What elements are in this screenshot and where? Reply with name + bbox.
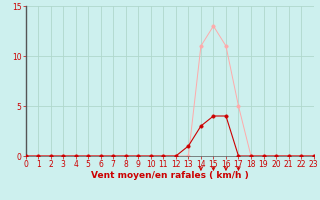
X-axis label: Vent moyen/en rafales ( km/h ): Vent moyen/en rafales ( km/h ) bbox=[91, 171, 248, 180]
